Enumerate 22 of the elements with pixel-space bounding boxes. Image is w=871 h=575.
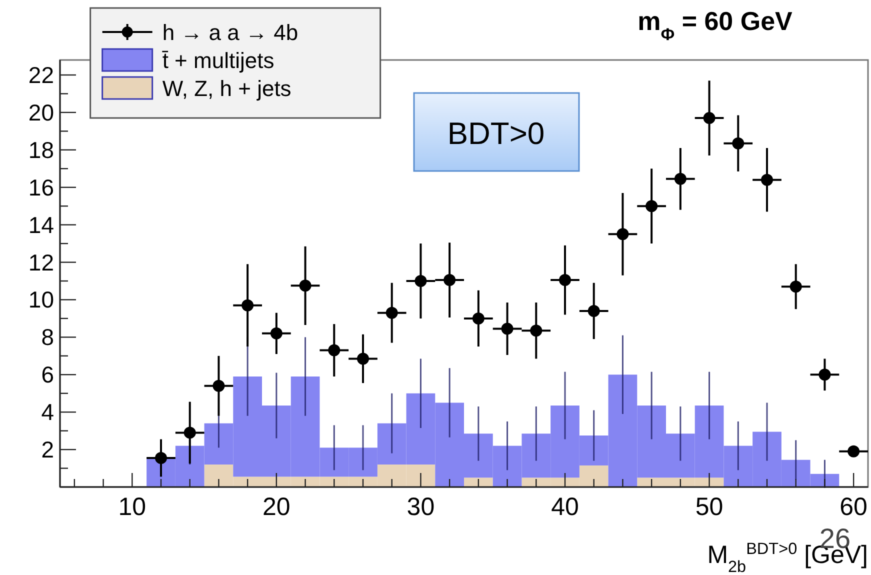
- y-tick-label: 6: [41, 362, 54, 388]
- y-tick-label: 16: [28, 174, 54, 200]
- x-tick-label: 50: [695, 493, 724, 521]
- x-tick-label: 30: [406, 493, 435, 521]
- y-tick-label: 14: [28, 212, 54, 238]
- x-tick-label: 40: [551, 493, 579, 521]
- legend-label: t̄ + multijets: [162, 48, 274, 73]
- x-tick-label: 20: [262, 493, 290, 521]
- y-tick-label: 20: [28, 99, 54, 126]
- y-tick-label: 12: [28, 249, 54, 276]
- y-tick-label: 2: [41, 436, 54, 463]
- x-tick-label: 10: [118, 493, 146, 521]
- y-tick-label: 10: [28, 286, 54, 313]
- chart-title: m$_{Φ}$ = 60 GeV: [638, 6, 794, 44]
- y-tick-label: 18: [28, 136, 54, 163]
- legend-label: W, Z, h + jets: [162, 76, 292, 101]
- annotation: BDT>0: [447, 116, 545, 151]
- y-tick-label: 8: [41, 324, 54, 350]
- y-tick-label: 22: [28, 62, 54, 88]
- legend-label: h → a a → 4b: [162, 20, 298, 45]
- x-tick-label: 60: [840, 493, 868, 521]
- y-tick-label: 4: [41, 399, 54, 426]
